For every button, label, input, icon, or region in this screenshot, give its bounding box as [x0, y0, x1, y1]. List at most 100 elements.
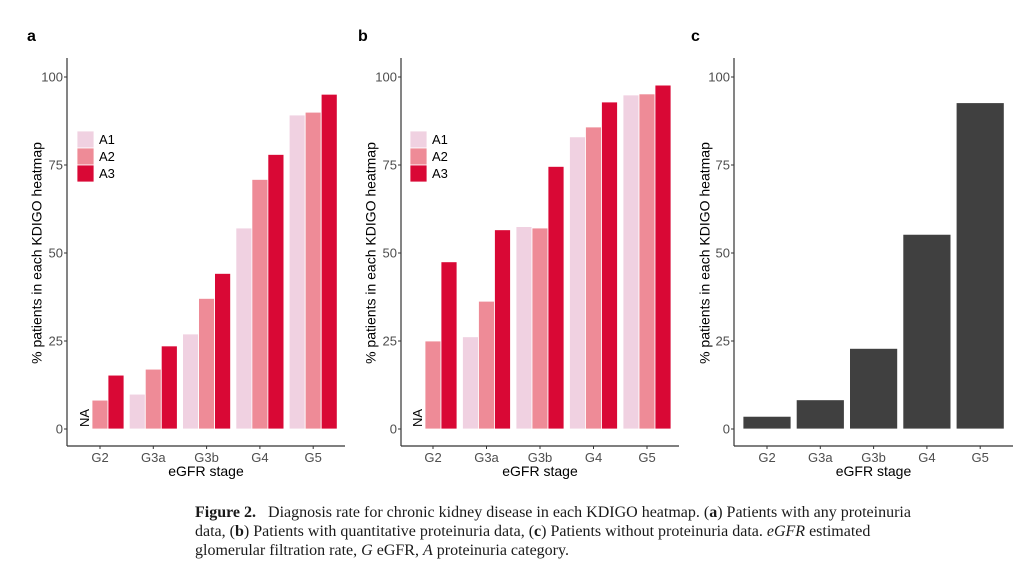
x-tick-label: G5: [305, 450, 322, 465]
bar-G4-A2: [585, 126, 602, 430]
caption-text: Diagnosis rate for chronic kidney diseas…: [268, 504, 710, 521]
figure-label: Figure 2.: [195, 504, 257, 521]
bar-G4-A1: [569, 136, 586, 430]
bar-G2-A3: [107, 374, 125, 430]
caption-abbr-g: G: [361, 542, 373, 559]
legend-swatch-A1: [409, 130, 428, 149]
bar-G2-all: [742, 415, 792, 430]
bar-G5-A1: [622, 94, 640, 430]
y-tick-label: 100: [708, 70, 730, 85]
y-tick-label: 0: [390, 422, 397, 437]
figure-caption: Figure 2. Diagnosis rate for chronic kid…: [195, 503, 1015, 560]
panel-label: a: [27, 28, 36, 45]
y-tick-label: 25: [49, 334, 63, 349]
bar-G3a-A2: [478, 300, 495, 430]
figure: a G2 G3a G3b G4 G5 NA 0 25 50 75 100 eGFR stage % pat…: [27, 28, 1013, 479]
bar-G3a-A1: [462, 336, 479, 430]
y-tick-label: 50: [716, 246, 730, 261]
x-tick-label: G2: [758, 450, 775, 465]
y-tick-label: 0: [723, 422, 730, 437]
bar-G5-A3: [320, 93, 338, 430]
panel-c: c G2 G3a G3b G4 G5 0 25 50 75 100 eGFR stage % patie…: [691, 28, 1013, 479]
y-tick-label: 0: [56, 422, 63, 437]
y-axis-title: % patients in each KDIGO heatmap: [697, 142, 713, 364]
x-tick-label: G3b: [194, 450, 219, 465]
bar-G3b-A2: [198, 298, 216, 430]
bar-G5-A2: [638, 93, 656, 430]
bar-G3a-A3: [494, 229, 511, 430]
caption-line-2: data, (b) Patients with quantitative pro…: [195, 522, 1015, 541]
caption-ref-c: c: [534, 523, 542, 540]
caption-text: glomerular filtration rate,: [195, 542, 362, 559]
bar-G4-A3: [267, 154, 285, 430]
legend-label-A1: A1: [432, 132, 448, 147]
caption-text: proteinuria category.: [432, 542, 569, 559]
x-tick-label: G2: [91, 450, 108, 465]
x-tick-label: G4: [585, 450, 602, 465]
caption-line-3: glomerular filtration rate, G eGFR, A pr…: [195, 541, 1015, 560]
y-tick-label: 100: [41, 70, 63, 85]
bar-G5-A2: [304, 111, 322, 430]
bar-G3b-A1: [182, 333, 200, 430]
x-axis-title: eGFR stage: [836, 463, 912, 479]
legend-label-A2: A2: [432, 149, 448, 164]
y-tick-label: 75: [49, 158, 63, 173]
bar-G3b-A1: [515, 226, 533, 430]
caption-line-1: Figure 2. Diagnosis rate for chronic kid…: [195, 503, 1015, 522]
bar-G3b-A2: [531, 227, 549, 430]
y-tick-label: 75: [383, 158, 397, 173]
legend-swatch-A3: [76, 164, 95, 183]
x-tick-label: G4: [918, 450, 935, 465]
caption-ref-a: a: [709, 504, 718, 521]
y-tick-label: 25: [383, 334, 397, 349]
bar-G5-all: [955, 102, 1005, 430]
x-tick-label: G3a: [141, 450, 166, 465]
panel-label: c: [691, 28, 700, 45]
bar-G3b-all: [849, 347, 898, 430]
legend-swatch-A1: [76, 130, 95, 149]
bar-G2-A3: [440, 261, 458, 430]
bar-G2-A2: [424, 340, 442, 430]
y-axis-title: % patients in each KDIGO heatmap: [363, 142, 379, 364]
caption-text: data, (: [195, 523, 235, 540]
y-tick-label: 100: [375, 70, 397, 85]
caption-text: eGFR,: [372, 542, 423, 559]
x-tick-label: G5: [972, 450, 989, 465]
caption-abbr-egfr: eGFR: [766, 523, 806, 540]
bar-G4-all: [902, 233, 952, 430]
caption-text: estimated: [805, 523, 871, 540]
caption-text: ) Patients without proteinuria data.: [541, 523, 767, 540]
na-annotation: NA: [410, 409, 425, 427]
legend-label-A3: A3: [432, 166, 448, 181]
legend-swatch-A3: [409, 164, 428, 183]
caption-abbr-a: A: [422, 542, 433, 559]
y-axis-title: % patients in each KDIGO heatmap: [29, 142, 45, 364]
bar-G3b-A3: [547, 166, 565, 430]
bar-G2-A2: [91, 399, 109, 430]
bar-G5-A1: [288, 114, 306, 430]
x-tick-label: G3b: [861, 450, 886, 465]
x-tick-label: G3a: [474, 450, 499, 465]
y-tick-label: 50: [49, 246, 63, 261]
y-tick-label: 50: [383, 246, 397, 261]
x-axis-title: eGFR stage: [502, 463, 578, 479]
legend-label-A3: A3: [99, 166, 115, 181]
legend-swatch-A2: [76, 147, 95, 166]
panel-b: b G2 G3a G3b G4 G5 NA 0 25 50 75 100 eGFR stage % pat…: [358, 28, 679, 479]
bar-G5-A3: [654, 84, 672, 430]
na-annotation: NA: [77, 409, 92, 427]
x-tick-label: G5: [638, 450, 655, 465]
caption-text: ) Patients with any proteinuria: [717, 504, 911, 521]
y-tick-label: 75: [716, 158, 730, 173]
y-tick-label: 25: [716, 334, 730, 349]
caption-ref-b: b: [234, 523, 244, 540]
bar-G4-A2: [251, 179, 269, 430]
x-tick-label: G2: [424, 450, 441, 465]
x-tick-label: G3b: [528, 450, 553, 465]
bar-G3b-A3: [214, 273, 232, 430]
bar-G4-A3: [601, 101, 618, 430]
legend-label-A1: A1: [99, 132, 115, 147]
legend-label-A2: A2: [99, 149, 115, 164]
bar-G3a-all: [795, 399, 845, 430]
bar-G3a-A1: [128, 393, 146, 430]
